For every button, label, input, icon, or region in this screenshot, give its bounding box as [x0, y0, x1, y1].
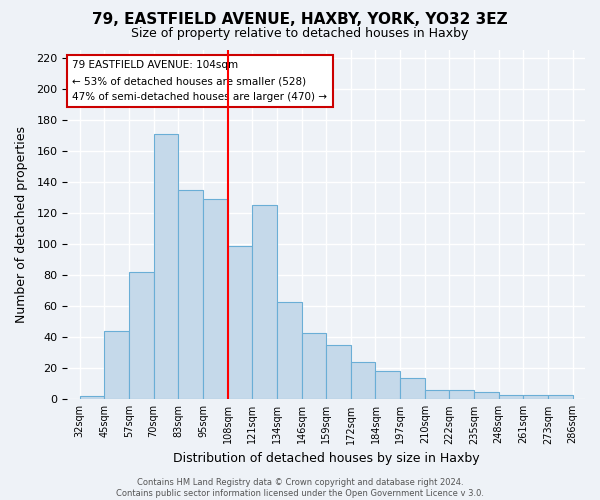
Bar	[449, 390, 474, 400]
Bar	[326, 345, 351, 400]
Text: Size of property relative to detached houses in Haxby: Size of property relative to detached ho…	[131, 28, 469, 40]
Bar	[351, 362, 376, 400]
Bar	[80, 396, 104, 400]
Bar	[154, 134, 178, 400]
Bar	[129, 272, 154, 400]
Bar	[227, 246, 252, 400]
Bar	[252, 205, 277, 400]
Bar	[376, 372, 400, 400]
Bar	[400, 378, 425, 400]
X-axis label: Distribution of detached houses by size in Haxby: Distribution of detached houses by size …	[173, 452, 479, 465]
Bar	[302, 332, 326, 400]
Bar	[104, 331, 129, 400]
Bar	[178, 190, 203, 400]
Text: Contains HM Land Registry data © Crown copyright and database right 2024.
Contai: Contains HM Land Registry data © Crown c…	[116, 478, 484, 498]
Bar	[499, 394, 523, 400]
Bar	[277, 302, 302, 400]
Bar	[203, 199, 227, 400]
Y-axis label: Number of detached properties: Number of detached properties	[15, 126, 28, 323]
Bar	[425, 390, 449, 400]
Bar	[474, 392, 499, 400]
Bar	[548, 394, 572, 400]
Text: 79 EASTFIELD AVENUE: 104sqm
← 53% of detached houses are smaller (528)
47% of se: 79 EASTFIELD AVENUE: 104sqm ← 53% of det…	[73, 60, 328, 102]
Bar	[523, 394, 548, 400]
Text: 79, EASTFIELD AVENUE, HAXBY, YORK, YO32 3EZ: 79, EASTFIELD AVENUE, HAXBY, YORK, YO32 …	[92, 12, 508, 28]
